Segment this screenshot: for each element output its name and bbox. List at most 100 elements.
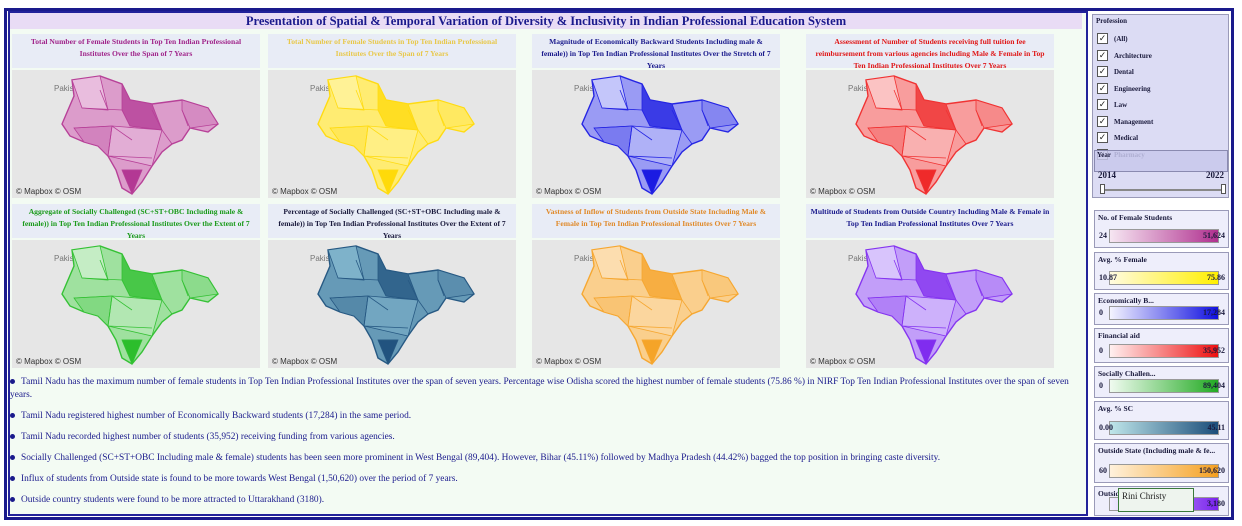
legend-title: No. of Female Students — [1098, 213, 1173, 222]
legend-max: 3,180 — [1207, 499, 1225, 508]
filter-option-label: Law — [1114, 101, 1128, 109]
state-border — [107, 155, 153, 159]
state-border — [81, 107, 131, 127]
state-border — [181, 279, 189, 297]
state-border — [945, 109, 957, 131]
panel-title: Magnitude of Economically Backward Stude… — [532, 34, 780, 70]
state-border — [627, 325, 673, 329]
state-border — [99, 259, 109, 281]
legend-gradient — [1109, 344, 1219, 358]
legend-min: 0.00 — [1099, 423, 1113, 432]
checkbox-checked-icon[interactable]: ✓ — [1097, 33, 1108, 44]
map-panel: Aggregate of Socially Challenged (SC+ST+… — [12, 204, 260, 370]
region-shape — [73, 295, 113, 327]
map-credit: © Mapbox © OSM — [536, 187, 602, 196]
region-shape — [701, 99, 739, 129]
bullet-icon — [10, 455, 15, 461]
filter-option-label: Medical — [1114, 134, 1139, 142]
checkbox-checked-icon[interactable]: ✓ — [1097, 49, 1108, 61]
country-label: Pakistan — [574, 254, 605, 263]
region-shape — [437, 269, 475, 299]
bullet-icon — [10, 379, 15, 385]
state-border — [619, 259, 629, 281]
map-view[interactable]: Pakistan © Mapbox © OSM — [12, 70, 260, 198]
color-legend: Outside State (Including male & fe... 60 1… — [1094, 443, 1229, 483]
legend-title: Socially Challen... — [1098, 369, 1156, 378]
checkbox-checked-icon[interactable]: ✓ — [1097, 66, 1108, 77]
filter-option-label: Dental — [1114, 68, 1134, 76]
bullet-icon — [10, 434, 15, 440]
state-border — [407, 109, 419, 131]
region-shape — [73, 125, 113, 157]
country-label: Pakistan — [310, 84, 341, 93]
state-border — [619, 89, 629, 111]
map-view[interactable]: Pakistan © Mapbox © OSM — [268, 70, 516, 198]
map-view[interactable]: Pakistan © Mapbox © OSM — [806, 70, 1054, 198]
state-border — [901, 125, 907, 157]
color-legend: No. of Female Students 24 51,624 — [1094, 210, 1229, 248]
panel-title: Total Number of Female Students in Top T… — [12, 34, 260, 68]
map-view[interactable]: Pakistan © Mapbox © OSM — [532, 70, 780, 198]
region-shape — [329, 295, 369, 327]
india-map — [61, 75, 219, 196]
legend-title: Avg. % Female — [1098, 255, 1147, 264]
legend-title: Economically B... — [1098, 296, 1154, 305]
region-shape — [867, 125, 907, 157]
state-border — [701, 109, 709, 127]
checkbox-checked-icon[interactable]: ✓ — [1097, 82, 1108, 94]
map-view[interactable]: Pakistan © Mapbox © OSM — [12, 240, 260, 368]
map-credit: © Mapbox © OSM — [16, 357, 82, 366]
note-item: Socially Challenged (SC+ST+OBC Including… — [10, 452, 1080, 465]
map-view[interactable]: Pakistan © Mapbox © OSM — [532, 240, 780, 368]
state-border — [901, 155, 947, 159]
map-panel: Assessment of Number of Students receivi… — [806, 34, 1054, 200]
state-border — [99, 89, 109, 111]
state-border — [107, 125, 113, 157]
state-border — [627, 155, 673, 159]
year-slider-start-handle[interactable] — [1100, 184, 1105, 194]
map-panel: Magnitude of Economically Backward Stude… — [532, 34, 780, 200]
state-border — [627, 125, 633, 157]
state-border — [181, 109, 189, 127]
panel-title: Assessment of Number of Students receivi… — [806, 34, 1054, 70]
note-item: Tamil Nadu recorded highest number of st… — [10, 431, 1080, 444]
filter-option-label: Management — [1114, 117, 1154, 126]
state-border — [975, 279, 983, 297]
map-view[interactable]: Pakistan © Mapbox © OSM — [806, 240, 1054, 368]
map-panel: Total Number of Female Students in Top T… — [268, 34, 516, 200]
legend-max: 150,620 — [1199, 466, 1225, 475]
region-shape — [329, 125, 369, 157]
state-border — [337, 277, 387, 297]
checkbox-checked-icon[interactable]: ✓ — [1097, 115, 1108, 127]
map-view[interactable]: Pakistan © Mapbox © OSM — [268, 240, 516, 368]
year-max: 2022 — [1206, 170, 1224, 180]
state-border — [671, 109, 683, 131]
legend-min: 60 — [1099, 466, 1107, 475]
india-map — [581, 75, 739, 196]
map-credit: © Mapbox © OSM — [536, 357, 602, 366]
legend-gradient — [1109, 464, 1219, 478]
year-min: 2014 — [1098, 170, 1116, 180]
checkbox-checked-icon[interactable]: ✓ — [1097, 99, 1108, 110]
legend-min: 0 — [1099, 346, 1103, 355]
panel-title: Multitude of Students from Outside Count… — [806, 204, 1054, 238]
india-map — [61, 245, 219, 366]
year-slider-track[interactable] — [1100, 189, 1225, 191]
legend-max: 17,284 — [1203, 308, 1225, 317]
map-panel: Percentage of Socially Challenged (SC+ST… — [268, 204, 516, 370]
map-panel: Multitude of Students from Outside Count… — [806, 204, 1054, 370]
country-label: Pakistan — [848, 84, 879, 93]
state-border — [601, 277, 651, 297]
filter-title: Profession — [1096, 17, 1127, 25]
legend-min: 10.87 — [1099, 273, 1117, 282]
panel-title: Percentage of Socially Challenged (SC+ST… — [268, 204, 516, 240]
year-slider-end-handle[interactable] — [1221, 184, 1226, 194]
color-legend: Avg. % Female 10.87 75.86 — [1094, 252, 1229, 290]
state-border — [107, 325, 153, 329]
note-item: Influx of students from Outside state is… — [10, 473, 1080, 486]
checkbox-checked-icon[interactable]: ✓ — [1097, 132, 1108, 143]
color-legend: Financial aid 0 35,952 — [1094, 328, 1229, 363]
state-border — [355, 89, 365, 111]
bullet-icon — [10, 476, 15, 482]
map-panel: Total Number of Female Students in Top T… — [12, 34, 260, 200]
